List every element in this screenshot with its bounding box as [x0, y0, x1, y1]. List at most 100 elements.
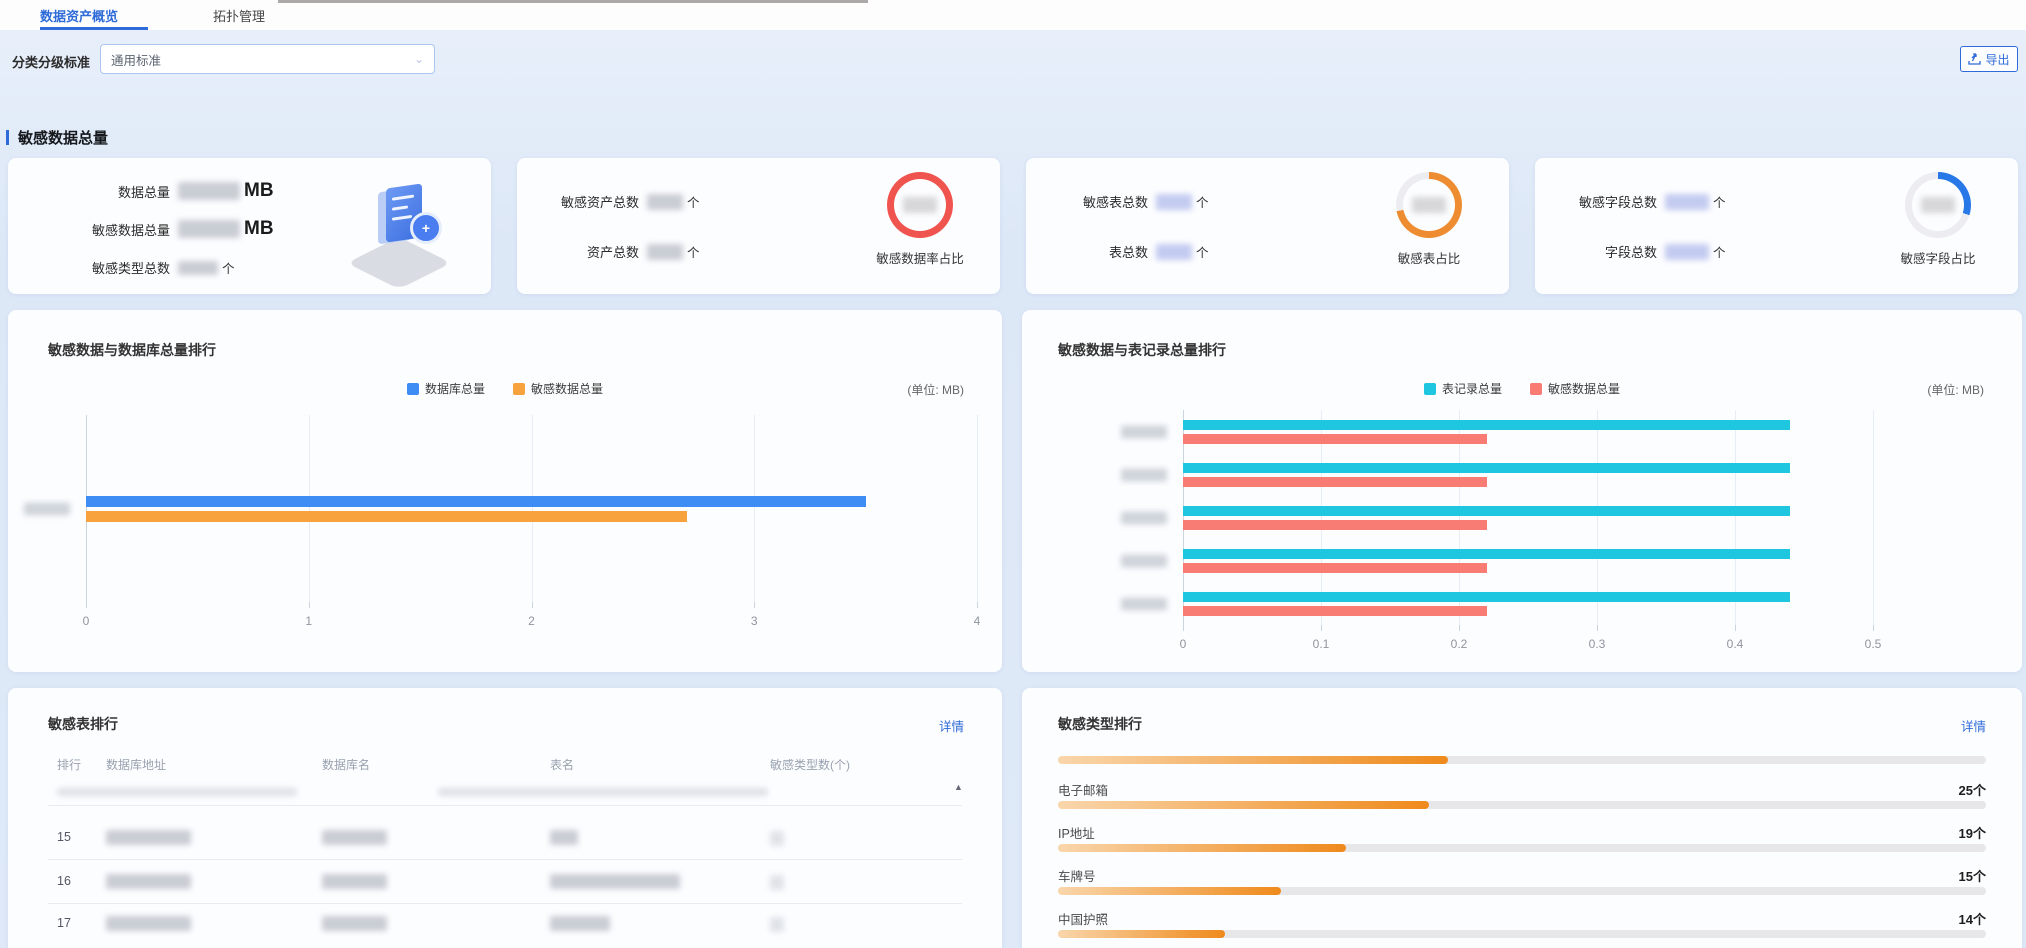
- redacted-cell-type-count: [770, 917, 784, 932]
- window-edge-artifact: [278, 0, 868, 3]
- type-bar-fill: [1058, 844, 1346, 852]
- type-bar-fill: [1058, 930, 1226, 938]
- divider: [48, 805, 962, 806]
- tab-data-asset-overview[interactable]: 数据资产概览: [40, 9, 119, 24]
- rank-cell: 16: [57, 874, 71, 888]
- redacted-value: [647, 193, 683, 210]
- redacted-cell-db-address: [106, 830, 191, 845]
- redacted-cell-db-address: [106, 874, 191, 889]
- x-tick-label: 0.4: [1726, 637, 1744, 651]
- bar-敏感数据总量-0: [1183, 433, 1487, 444]
- x-tick-label: 0: [1179, 637, 1187, 651]
- x-tick-label: 0: [82, 614, 90, 628]
- type-bar-track: [1058, 887, 1986, 895]
- bar-表记录总量-4: [1183, 591, 1791, 602]
- legend-item-表记录总量[interactable]: 表记录总量: [1423, 380, 1502, 397]
- redacted-filter-row: [57, 788, 297, 796]
- stat-row: 敏感资产总数 个: [560, 193, 700, 210]
- axis-tick: [531, 602, 533, 608]
- section-header-sensitive-data-total: 敏感数据总量: [6, 127, 108, 148]
- stat-card-sensitive-fields: 敏感字段总数 个 字段总数 个 敏感字段占比: [1535, 158, 2018, 294]
- section-accent-bar: [6, 130, 9, 145]
- redacted-cell-db-name: [322, 830, 387, 845]
- column-header-敏感类型数(个): 敏感类型数(个): [770, 758, 850, 772]
- gridline: [1873, 410, 1874, 625]
- redacted-value: [647, 243, 683, 260]
- redacted-value: [178, 260, 218, 275]
- table-row[interactable]: 15: [8, 816, 1002, 860]
- redacted-cell-db-name: [322, 874, 387, 889]
- sort-arrow-icon[interactable]: ▲: [954, 782, 963, 792]
- donut-caption: 敏感字段占比: [1900, 252, 1976, 266]
- redacted-cell-type-count: [770, 831, 784, 846]
- tab-topology-management[interactable]: 拓扑管理: [213, 9, 266, 24]
- type-count: 14个: [1958, 912, 1986, 927]
- detail-link[interactable]: 详情: [938, 720, 964, 734]
- type-label-电子邮箱: 电子邮箱: [1058, 784, 1109, 798]
- type-bar-fill: [1058, 801, 1430, 809]
- detail-link[interactable]: 详情: [1960, 720, 1986, 734]
- donut-sensitive-field-ratio: [1905, 172, 1971, 238]
- stat-row: 数据总量 MB: [117, 180, 274, 201]
- legend-swatch: [1423, 382, 1436, 395]
- legend-label: 敏感数据总量: [531, 382, 604, 396]
- axis-tick: [1873, 625, 1874, 631]
- x-tick-label: 1: [305, 614, 313, 628]
- donut-caption: 敏感数据率占比: [876, 252, 964, 266]
- gridline: [1321, 410, 1322, 625]
- redacted-category-label: [1121, 468, 1167, 481]
- redacted-cell-db-address: [106, 916, 191, 931]
- bar-敏感数据总量-3: [1183, 562, 1487, 573]
- type-count: 15个: [1958, 869, 1986, 884]
- axis-tick: [754, 602, 756, 608]
- legend-item-敏感数据总量[interactable]: 敏感数据总量: [513, 380, 603, 397]
- bar-敏感数据总量-4: [1183, 605, 1487, 616]
- donut-caption: 敏感表占比: [1397, 252, 1461, 266]
- gridline: [308, 415, 310, 602]
- table-row[interactable]: 16: [8, 860, 1002, 904]
- redacted-value: [178, 182, 240, 200]
- row-divider: [48, 859, 962, 860]
- redacted-cell-db-name: [322, 916, 387, 931]
- legend-item-数据库总量[interactable]: 数据库总量: [406, 380, 485, 397]
- stat-row: 敏感类型总数 个: [91, 260, 235, 276]
- plus-badge-icon: +: [410, 212, 442, 244]
- chevron-down-icon: ⌄: [413, 52, 424, 66]
- stat-row: 敏感字段总数 个: [1578, 193, 1726, 210]
- redacted-value: [1156, 243, 1192, 260]
- redacted-category-label: [1121, 597, 1167, 610]
- redacted-value: [1665, 193, 1709, 210]
- gridline: [754, 415, 756, 602]
- legend-item-敏感数据总量[interactable]: 敏感数据总量: [1530, 380, 1620, 397]
- classification-standard-select[interactable]: 通用标准 ⌄: [100, 44, 435, 74]
- bar-表记录总量-2: [1183, 505, 1791, 516]
- redacted-category-label: [1121, 425, 1167, 438]
- axis-line: [86, 415, 87, 602]
- chart-title: 敏感数据与表记录总量排行: [1058, 342, 1226, 358]
- table-row[interactable]: 17: [8, 902, 1002, 946]
- selected-standard-value: 通用标准: [111, 53, 162, 68]
- axis-tick: [308, 602, 310, 608]
- document-stack-icon: +: [346, 178, 458, 290]
- bar-plot-area: 0 0.1 0.2 0.3 0.4 0.5: [1121, 410, 1881, 651]
- redacted-percent: [903, 197, 937, 213]
- redacted-percent: [1412, 197, 1446, 213]
- bar-敏感数据总量-2: [1183, 519, 1487, 530]
- type-count: 25个: [1958, 783, 1986, 798]
- legend-label: 数据库总量: [424, 382, 485, 396]
- row-divider: [48, 903, 962, 904]
- x-tick-label: 4: [973, 614, 981, 628]
- top-tab-bar: 数据资产概览 拓扑管理: [0, 0, 2026, 30]
- chart-legend: 数据库总量 敏感数据总量: [8, 380, 1002, 397]
- x-tick-label: 0.1: [1312, 637, 1330, 651]
- stat-row: 敏感表总数 个: [1082, 193, 1209, 210]
- bar-敏感数据总量-0: [86, 510, 688, 522]
- sensitive-type-ranking-card: 敏感类型排行 详情 电子邮箱 25个 IP地址 19个 车牌号 15个 中国护照 14个: [1022, 688, 2022, 948]
- type-label-中国护照: 中国护照: [1058, 913, 1109, 927]
- legend-swatch: [406, 382, 419, 395]
- export-button[interactable]: 导出: [1960, 46, 2018, 72]
- type-bar-track: [1058, 930, 1986, 938]
- axis-tick: [977, 602, 978, 608]
- x-tick-label: 0.3: [1588, 637, 1606, 651]
- column-header-数据库地址: 数据库地址: [106, 758, 167, 772]
